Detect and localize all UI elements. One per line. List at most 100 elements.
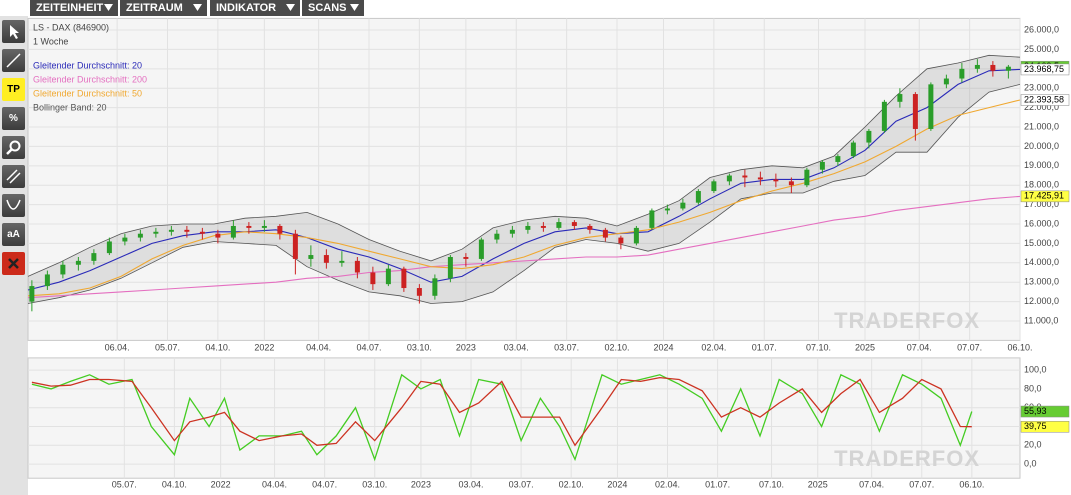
- candle-body: [339, 260, 345, 263]
- x-tick-label: 07.07.: [909, 479, 934, 489]
- zoom-tool[interactable]: [2, 136, 25, 159]
- y-tick-label: 21.000,0: [1024, 121, 1059, 131]
- y-tick-label: 11.000,0: [1024, 315, 1058, 325]
- x-tick-label: 02.04.: [655, 479, 680, 489]
- candle-body: [137, 233, 143, 238]
- x-tick-label: 07.10.: [806, 342, 831, 352]
- curve-tool[interactable]: [2, 194, 25, 217]
- x-tick-label: 2024: [607, 479, 627, 489]
- candle-body: [463, 256, 469, 259]
- x-tick-label: 2024: [653, 342, 673, 352]
- x-tick-label: 05.07.: [155, 342, 180, 352]
- plot-area: [27, 17, 1021, 341]
- y-tick-label: 19.000,0: [1024, 160, 1059, 170]
- candle-body: [897, 94, 903, 102]
- candle-body: [91, 253, 97, 261]
- x-tick-label: 01.07.: [705, 479, 730, 489]
- menu-tab[interactable]: ZEITEINHEIT: [30, 0, 118, 16]
- candle-body: [354, 260, 360, 273]
- candle-body: [928, 84, 934, 129]
- candle-body: [230, 225, 236, 238]
- watermark: TRADERFOX: [834, 446, 980, 471]
- y-tick-label: 13.000,0: [1024, 277, 1059, 287]
- x-tick-label: 2025: [855, 342, 875, 352]
- x-tick-label: 04.07.: [312, 479, 337, 489]
- candle-body: [633, 227, 639, 244]
- stochastic-line: [31, 373, 973, 462]
- y-tick-label: 18.000,0: [1024, 180, 1059, 190]
- candle-body: [215, 233, 221, 238]
- x-tick-label: 07.10.: [759, 479, 784, 489]
- delete-tool[interactable]: [2, 252, 25, 275]
- candle-body: [742, 175, 748, 178]
- x-tick-label: 2025: [808, 479, 828, 489]
- x-tick-label: 2023: [411, 479, 431, 489]
- bollinger-line: [27, 54, 1021, 277]
- candle-body: [912, 94, 918, 129]
- y-tick-label: 15.000,0: [1024, 238, 1059, 248]
- tp-tool[interactable]: TP: [2, 78, 25, 101]
- candle-body: [587, 225, 593, 230]
- candle-body: [168, 229, 174, 232]
- chart-title: 1 Woche: [33, 36, 68, 46]
- percent-tool[interactable]: %: [2, 107, 25, 130]
- candle-body: [370, 272, 376, 285]
- menu-tab[interactable]: INDIKATOR: [210, 0, 300, 16]
- candle-body: [974, 64, 980, 69]
- candle-body: [649, 210, 655, 228]
- x-tick-label: 03.07.: [509, 479, 534, 489]
- candle-body: [866, 130, 872, 143]
- candle-body: [75, 260, 81, 265]
- x-tick-label: 2022: [254, 342, 274, 352]
- x-tick-label: 03.10.: [362, 479, 387, 489]
- candle-body: [959, 68, 965, 79]
- candle-body: [106, 241, 112, 254]
- line-tool[interactable]: [2, 49, 25, 72]
- x-tick-label: 04.10.: [162, 479, 187, 489]
- candle-body: [571, 222, 577, 226]
- tab-label: ZEITEINHEIT: [36, 2, 104, 14]
- candle-body: [447, 256, 453, 279]
- legend-entry: Gleitender Durchschnitt: 50: [33, 88, 142, 98]
- candle-body: [726, 175, 732, 182]
- select-tool[interactable]: [2, 20, 25, 43]
- dropdown-arrow: [193, 4, 202, 11]
- candle-body: [292, 233, 298, 259]
- candle-body: [509, 229, 515, 234]
- candle-body: [44, 274, 50, 287]
- price-tag: [1020, 190, 1070, 203]
- candle-body: [323, 255, 329, 263]
- price-tag-label: 17.425,91: [1024, 191, 1064, 201]
- x-tick-label: 07.04.: [859, 479, 884, 489]
- candle-body: [602, 229, 608, 238]
- candle-body: [432, 278, 438, 296]
- y-tick-label: 17.000,0: [1024, 199, 1059, 209]
- menu-tab[interactable]: ZEITRAUM: [120, 0, 207, 16]
- y-tick-label: 20.000,0: [1024, 141, 1059, 151]
- candle-body: [850, 142, 856, 157]
- candle-body: [122, 237, 128, 242]
- price-tag-label: 22.393,58: [1024, 94, 1064, 104]
- channel-tool[interactable]: [2, 165, 25, 188]
- x-tick-label: 02.10.: [604, 342, 629, 352]
- price-tag: [1020, 63, 1070, 76]
- candle-body: [711, 181, 717, 192]
- dropdown-arrow: [350, 4, 359, 11]
- candle-body: [804, 169, 810, 186]
- x-tick-label: 05.07.: [112, 479, 137, 489]
- x-tick-label: 06.10.: [959, 479, 984, 489]
- candle-body: [60, 264, 66, 275]
- candle-body: [494, 233, 500, 240]
- legend-entry: Gleitender Durchschnitt: 200: [33, 74, 147, 84]
- moving-average: [27, 99, 1021, 297]
- dropdown-arrow: [286, 4, 295, 11]
- candle-body: [990, 64, 996, 71]
- text-tool[interactable]: aA: [2, 223, 25, 246]
- y-tick-label: 80,0: [1024, 383, 1042, 393]
- candle-body: [261, 225, 267, 228]
- plot-area: [27, 357, 1021, 479]
- candle-body: [385, 268, 391, 285]
- menu-tab[interactable]: SCANS: [302, 0, 364, 16]
- moving-average: [27, 68, 1021, 291]
